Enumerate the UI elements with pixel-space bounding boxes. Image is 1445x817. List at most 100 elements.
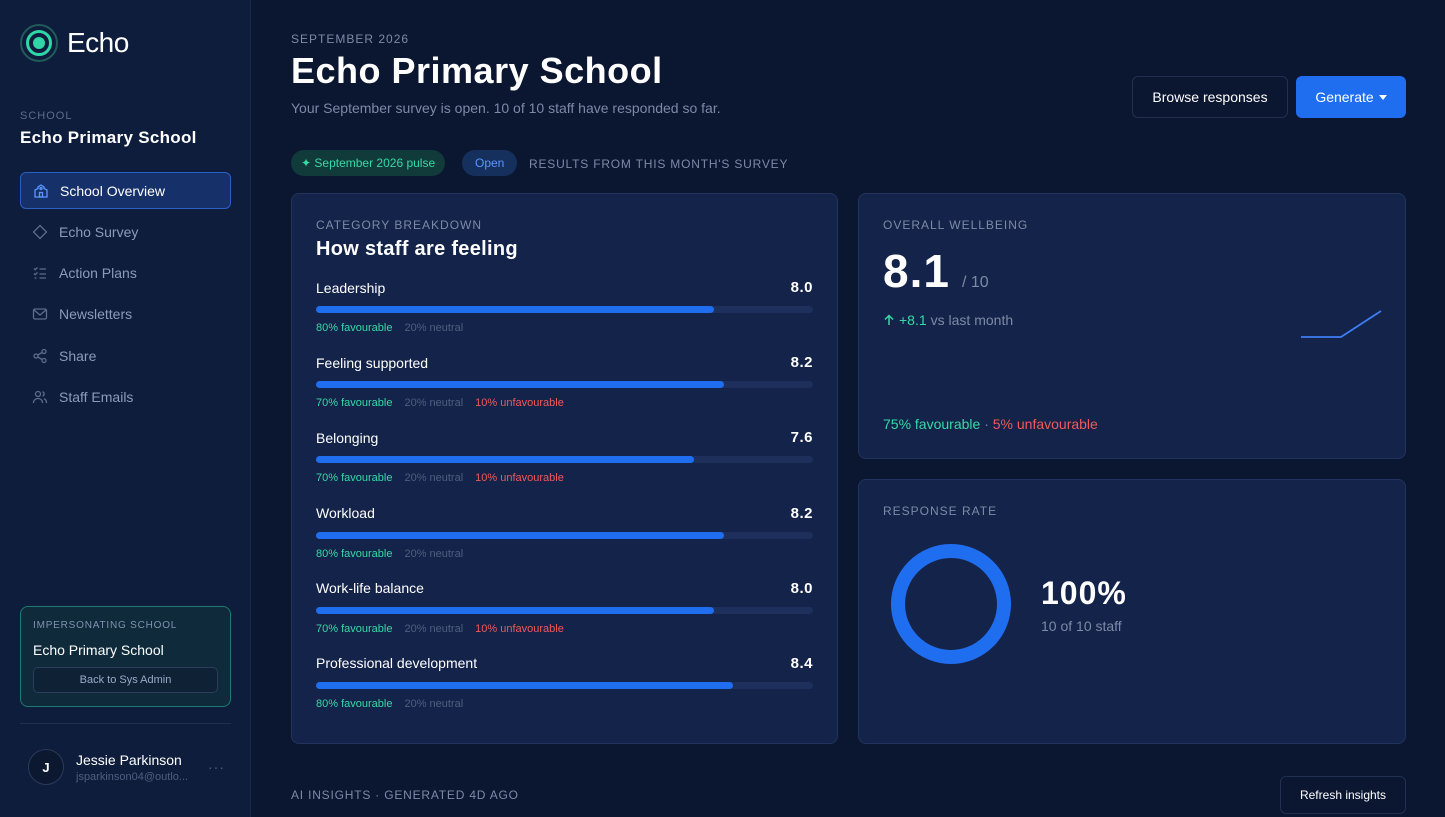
stat-favourable: 80% favourable xyxy=(316,697,393,710)
category-list: Leadership 8.0 80% favourable 20% neutral Fe… xyxy=(316,279,813,730)
category-name: Belonging xyxy=(316,429,379,446)
school-label: SCHOOL xyxy=(20,110,73,122)
wellbeing-unfavourable: 5% unfavourable xyxy=(992,416,1098,432)
category-score: 7.6 xyxy=(790,429,813,447)
impersonation-panel: IMPERSONATING SCHOOL Echo Primary School… xyxy=(20,606,231,707)
category-bar-fill xyxy=(316,681,734,689)
category-name: Leadership xyxy=(316,279,386,296)
category-stats: 80% favourable 20% neutral xyxy=(316,322,813,334)
category-score: 8.0 xyxy=(790,579,813,597)
back-to-sys-admin-button[interactable]: Back to Sys Admin xyxy=(33,667,218,693)
share-icon xyxy=(33,348,47,363)
school-icon xyxy=(34,183,48,198)
status-badge: Open xyxy=(462,150,518,176)
wellbeing-split: 75% favourable · 5% unfavourable xyxy=(883,416,1098,432)
stat-neutral: 20% neutral xyxy=(404,622,464,635)
sidebar-item-label: School Overview xyxy=(60,182,166,199)
category-header: Belonging 7.6 xyxy=(316,429,813,446)
stat-neutral: 20% neutral xyxy=(404,397,464,410)
main-content: SEPTEMBER 2026 Echo Primary School Your … xyxy=(291,0,1406,817)
category-bar-fill xyxy=(316,606,714,614)
category-score: 8.2 xyxy=(790,354,813,372)
overall-wellbeing-card: OVERALL WELLBEING 8.1 / 10 +8.1 vs last … xyxy=(858,193,1406,459)
results-label: RESULTS FROM THIS MONTH'S SURVEY xyxy=(529,157,789,171)
refresh-insights-button[interactable]: Refresh insights xyxy=(1280,776,1406,814)
stat-neutral: 20% neutral xyxy=(404,322,464,334)
wellbeing-delta: +8.1 vs last month xyxy=(883,312,1381,328)
sidebar-divider xyxy=(20,723,231,724)
stat-neutral: 20% neutral xyxy=(404,697,464,710)
category-stats: 70% favourable 20% neutral 10% unfavourabl… xyxy=(316,623,813,635)
card-label: RESPONSE RATE xyxy=(883,504,998,518)
diamond-icon xyxy=(32,224,48,240)
sidebar-item-echo-survey[interactable]: Echo Survey xyxy=(20,213,231,250)
category-stats: 70% favourable 20% neutral 10% unfavourabl… xyxy=(316,472,813,484)
survey-month: SEPTEMBER 2026 xyxy=(291,32,410,46)
category-row: Professional development 8.4 80% favourabl… xyxy=(316,655,813,730)
category-name: Work-life balance xyxy=(316,580,424,597)
sidebar-nav: School Overview Echo Survey Action Plans… xyxy=(20,172,231,420)
browse-responses-button[interactable]: Browse responses xyxy=(1132,76,1288,118)
stat-unfavourable: 10% unfavourable xyxy=(475,472,564,485)
category-bar-fill xyxy=(316,381,724,389)
card-label: OVERALL WELLBEING xyxy=(883,218,1029,232)
category-bar-fill xyxy=(316,306,714,313)
sidebar-item-label: Echo Survey xyxy=(59,223,139,240)
sidebar-item-school-overview[interactable]: School Overview xyxy=(20,172,231,209)
stat-favourable: 70% favourable xyxy=(316,622,393,635)
stat-favourable: 70% favourable xyxy=(316,472,393,485)
user-profile[interactable]: J Jessie Parkinson jsparkinson04@outlo..… xyxy=(28,749,228,785)
wellbeing-score-row: 8.1 / 10 xyxy=(883,244,1381,298)
category-header: Workload 8.2 xyxy=(316,505,813,522)
category-bar xyxy=(316,531,813,539)
delta-value: +8.1 xyxy=(899,312,927,328)
wellbeing-score: 8.1 xyxy=(883,245,950,297)
arrow-up-icon xyxy=(884,314,894,325)
category-score: 8.0 xyxy=(790,279,813,296)
response-detail: 10 of 10 staff xyxy=(1041,618,1122,634)
school-name: Echo Primary School xyxy=(20,128,197,147)
stat-favourable: 70% favourable xyxy=(316,397,393,410)
category-bar xyxy=(316,306,813,313)
sidebar-item-label: Newsletters xyxy=(59,306,133,323)
sidebar-item-label: Share xyxy=(59,347,97,364)
stat-neutral: 20% neutral xyxy=(404,547,464,560)
sidebar-item-action-plans[interactable]: Action Plans xyxy=(20,255,231,292)
page-title: Echo Primary School xyxy=(291,50,663,91)
sidebar-item-share[interactable]: Share xyxy=(20,337,231,374)
more-options-icon[interactable]: ··· xyxy=(208,759,225,775)
app-name: Echo xyxy=(67,27,129,58)
category-name: Workload xyxy=(316,505,375,522)
category-header: Feeling supported 8.2 xyxy=(316,354,813,371)
category-bar xyxy=(316,681,813,689)
sidebar-item-staff-emails[interactable]: Staff Emails xyxy=(20,378,231,415)
stat-unfavourable: 10% unfavourable xyxy=(475,622,564,635)
echo-logo-icon xyxy=(20,24,58,62)
category-bar-fill xyxy=(316,456,694,464)
generate-button[interactable]: Generate xyxy=(1296,76,1406,118)
response-percent: 100% xyxy=(1041,575,1127,611)
separator: · xyxy=(984,416,989,432)
category-row: Feeling supported 8.2 70% favourable 20% ne… xyxy=(316,354,813,429)
category-row: Workload 8.2 80% favourable 20% neutral xyxy=(316,505,813,580)
category-header: Professional development 8.4 xyxy=(316,655,813,672)
user-name: Jessie Parkinson xyxy=(76,751,182,768)
users-icon xyxy=(32,390,48,404)
category-bar-fill xyxy=(316,531,724,539)
user-info: Jessie Parkinson jsparkinson04@outlo... xyxy=(76,752,194,783)
card-label: CATEGORY BREAKDOWN xyxy=(316,218,483,232)
mail-icon xyxy=(32,308,48,321)
generate-button-label: Generate xyxy=(1315,89,1374,105)
category-row: Work-life balance 8.0 70% favourable 20% ne… xyxy=(316,580,813,655)
logo[interactable]: Echo xyxy=(20,24,129,62)
response-donut xyxy=(891,544,1011,664)
wellbeing-sparkline xyxy=(1301,310,1382,338)
impersonated-school-name: Echo Primary School xyxy=(33,642,164,658)
category-score: 8.4 xyxy=(790,654,813,672)
sidebar-item-newsletters[interactable]: Newsletters xyxy=(20,296,231,333)
ai-insights-label: AI INSIGHTS · GENERATED 4D AGO xyxy=(291,788,519,802)
category-score: 8.2 xyxy=(790,504,813,522)
category-bar xyxy=(316,456,813,464)
survey-pulse-badge: ✦ September 2026 pulse xyxy=(291,150,446,176)
wellbeing-max: / 10 xyxy=(961,274,989,291)
